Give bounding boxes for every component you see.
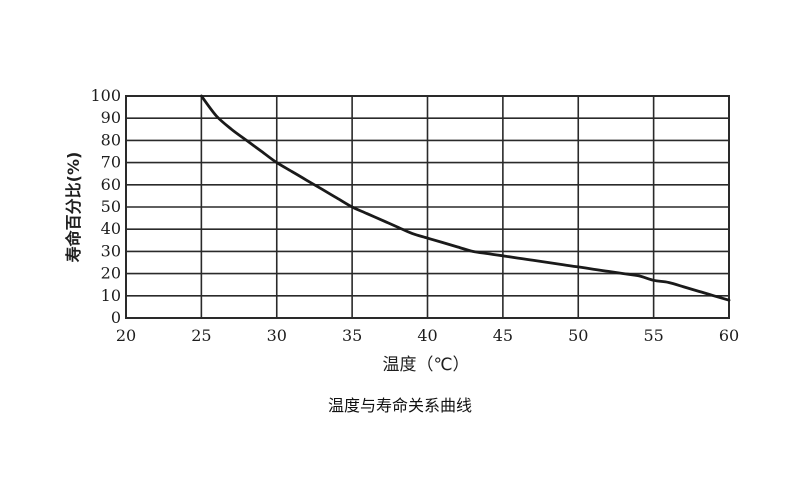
x-tick-label: 30 [267,326,287,345]
y-axis-title: 寿命百分比(%) [64,152,83,263]
x-tick-label: 20 [116,326,136,345]
series-layer [200,94,731,302]
plot-frame [125,95,730,319]
y-tick-label: 70 [101,153,121,172]
y-axis-ticks: 0 10 20 30 40 50 60 70 80 90 100 [90,86,121,327]
y-tick-label: 90 [101,108,121,127]
life-curve-line [200,94,731,302]
x-tick-label: 25 [191,326,211,345]
x-tick-label: 45 [493,326,513,345]
x-axis-title: 温度（℃） [382,355,469,375]
x-tick-label: 50 [568,326,588,345]
y-tick-label: 0 [111,308,121,327]
chart-caption: 温度与寿命关系曲线 [327,396,472,415]
y-tick-label: 50 [101,197,121,216]
grid [125,95,730,319]
y-tick-label: 60 [101,175,121,194]
y-tick-label: 20 [101,264,121,283]
y-tick-label: 100 [90,86,121,105]
y-tick-label: 40 [101,219,121,238]
y-tick-label: 80 [101,130,121,149]
x-axis-ticks: 20 25 30 35 40 45 50 55 60 [116,326,739,345]
x-tick-label: 40 [417,326,437,345]
x-tick-label: 35 [342,326,362,345]
y-tick-label: 30 [101,241,121,260]
x-tick-label: 55 [643,326,663,345]
y-tick-label: 10 [101,286,121,305]
x-tick-label: 60 [719,326,739,345]
